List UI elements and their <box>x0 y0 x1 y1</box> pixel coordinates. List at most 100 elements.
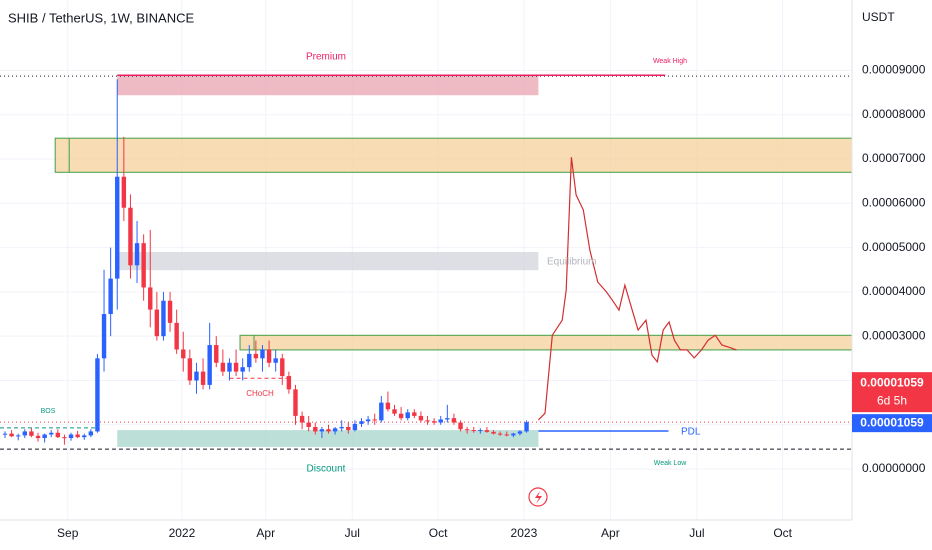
annotation: BOS <box>41 408 56 415</box>
y-tick-label: 0.00009000 <box>862 63 926 77</box>
candle-body <box>352 423 358 431</box>
candle-body <box>220 362 226 372</box>
candle-body <box>326 429 331 432</box>
candle-body <box>82 435 87 438</box>
candle-body <box>346 426 351 431</box>
x-tick-label: Oct <box>429 526 448 540</box>
candle-body <box>379 402 384 421</box>
price-label-bg <box>852 414 932 433</box>
candle-body <box>95 358 100 432</box>
candle-body <box>128 207 133 266</box>
candle-body <box>16 435 21 437</box>
y-tick-label: 0.00008000 <box>862 107 926 121</box>
currency: USDT <box>862 10 895 24</box>
candle-body <box>405 412 410 419</box>
candle-body <box>458 422 463 430</box>
candle-body <box>484 430 490 432</box>
candle-body <box>207 345 212 385</box>
candle-body <box>49 432 54 435</box>
candle-body <box>214 345 219 363</box>
y-tick-label: 0.00003000 <box>862 328 926 342</box>
candle-body <box>68 434 74 439</box>
candle-body <box>319 429 325 432</box>
candle-body <box>524 422 529 432</box>
candle-body <box>2 433 8 435</box>
candle-body <box>9 433 14 437</box>
y-tick-label: 0.00000000 <box>862 461 926 475</box>
candle-body <box>42 434 47 439</box>
candle-body <box>55 432 61 438</box>
annotation: Weak Low <box>654 460 687 467</box>
candle-body <box>200 371 206 385</box>
x-tick-label: Oct <box>773 526 792 540</box>
candle-body <box>451 418 457 423</box>
candle-body <box>385 402 391 410</box>
candle-body <box>478 430 483 432</box>
annotation: Premium <box>306 52 346 63</box>
zone <box>117 75 539 96</box>
candle-body <box>299 415 305 423</box>
candle-body <box>240 367 245 372</box>
candle-body <box>141 243 146 288</box>
zone <box>239 334 853 351</box>
candle-body <box>445 418 450 420</box>
x-tick-label: Sep <box>57 526 79 540</box>
candle-body <box>438 419 443 423</box>
y-tick-label: 0.00005000 <box>862 240 926 254</box>
candle-body <box>35 435 41 439</box>
candle-body <box>398 413 404 419</box>
candle-body <box>88 431 94 436</box>
zone <box>117 430 539 447</box>
candle-body <box>392 409 397 414</box>
chart-title: SHIB / TetherUS, 1W, BINANCE <box>8 10 194 25</box>
candle-body <box>233 362 239 372</box>
candle-body <box>181 349 186 359</box>
candle-body <box>108 278 113 315</box>
x-tick-label: 2022 <box>169 526 196 540</box>
annotation: Discount <box>307 464 346 475</box>
candle-body <box>286 376 292 390</box>
candle-body <box>260 349 265 359</box>
candle-body <box>504 434 509 436</box>
annotation: PDL <box>681 427 701 438</box>
x-tick-label: 2023 <box>511 526 538 540</box>
candle-body <box>187 358 193 381</box>
candle-body <box>194 371 199 381</box>
candle-body <box>464 429 470 431</box>
candle-body <box>497 433 503 435</box>
candle-body <box>148 287 153 310</box>
annotation: CHoCH <box>246 389 274 398</box>
candle-body <box>115 176 120 279</box>
candle-body <box>154 309 160 337</box>
zone <box>54 137 853 173</box>
candle-body <box>273 358 278 363</box>
price-label-bg <box>852 372 932 413</box>
candle-body <box>372 419 377 421</box>
candle-body <box>517 431 523 434</box>
projection-line <box>537 157 737 421</box>
candle-body <box>425 420 430 422</box>
y-tick-label: 0.00006000 <box>862 195 926 209</box>
x-tick-label: Jul <box>689 526 704 540</box>
candle-body <box>339 426 344 429</box>
annotation: Weak High <box>653 58 687 65</box>
x-tick-label: Apr <box>601 526 620 540</box>
candle-body <box>280 358 285 377</box>
candle-body <box>29 431 34 436</box>
candle-body <box>62 437 67 439</box>
countdown: 6d 5h <box>877 393 907 407</box>
candle-body <box>227 362 232 372</box>
candle-body <box>161 300 166 337</box>
candle-body <box>313 426 318 432</box>
x-tick-label: Apr <box>256 526 275 540</box>
candle-body <box>253 353 259 359</box>
candle-body <box>418 415 424 421</box>
candle-body <box>75 434 80 438</box>
candle-body <box>167 300 173 323</box>
candle-body <box>431 421 437 423</box>
price-label: 0.00001059 <box>860 375 924 389</box>
y-tick-label: 0.00004000 <box>862 284 926 298</box>
candle-body <box>306 422 311 427</box>
x-tick-label: Jul <box>345 526 360 540</box>
